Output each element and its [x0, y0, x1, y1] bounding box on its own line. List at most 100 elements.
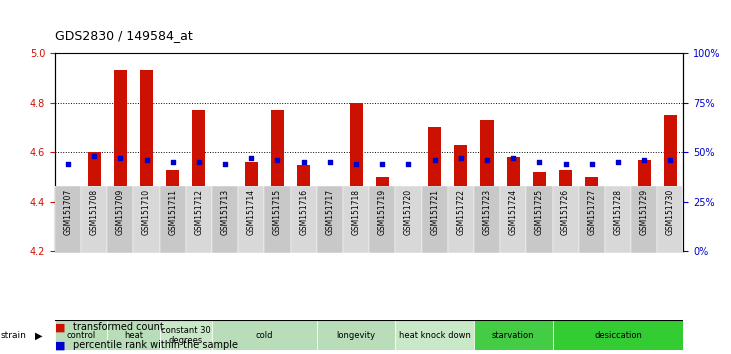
Text: GSM151714: GSM151714: [247, 189, 256, 235]
Point: [534, 159, 545, 165]
Bar: [500, 186, 526, 253]
Text: GSM151716: GSM151716: [299, 189, 308, 235]
Text: GSM151729: GSM151729: [640, 189, 648, 235]
Bar: [140, 70, 153, 251]
Text: transformed count: transformed count: [73, 322, 164, 332]
Point: [403, 161, 414, 167]
Bar: [480, 120, 493, 251]
Bar: [553, 320, 683, 350]
Point: [167, 159, 178, 165]
Text: longevity: longevity: [336, 331, 376, 340]
Bar: [133, 186, 159, 253]
Bar: [422, 186, 447, 253]
Bar: [323, 202, 336, 251]
Point: [612, 159, 624, 165]
Point: [481, 157, 493, 163]
Text: GSM151721: GSM151721: [430, 189, 439, 235]
Bar: [186, 186, 212, 253]
Bar: [166, 170, 179, 251]
Point: [193, 159, 205, 165]
Bar: [631, 186, 657, 253]
Bar: [245, 162, 258, 251]
Bar: [107, 320, 159, 350]
Text: GSM151720: GSM151720: [404, 189, 413, 235]
Bar: [192, 110, 205, 251]
Point: [298, 159, 309, 165]
Bar: [55, 320, 107, 350]
Text: ▶: ▶: [35, 330, 42, 341]
Text: GSM151715: GSM151715: [273, 189, 282, 235]
Text: GSM151710: GSM151710: [142, 189, 151, 235]
Point: [429, 157, 441, 163]
Bar: [526, 186, 553, 253]
Bar: [238, 186, 265, 253]
Point: [507, 155, 519, 161]
Bar: [395, 186, 422, 253]
Bar: [586, 177, 599, 251]
Text: cold: cold: [256, 331, 273, 340]
Bar: [212, 320, 317, 350]
Point: [115, 155, 126, 161]
Point: [219, 161, 231, 167]
Text: GDS2830 / 149584_at: GDS2830 / 149584_at: [55, 29, 192, 42]
Bar: [376, 177, 389, 251]
Text: percentile rank within the sample: percentile rank within the sample: [73, 340, 238, 350]
Point: [350, 161, 362, 167]
Text: GSM151725: GSM151725: [535, 189, 544, 235]
Bar: [290, 186, 317, 253]
Text: GSM151722: GSM151722: [456, 189, 466, 235]
Bar: [559, 170, 572, 251]
Point: [664, 157, 676, 163]
Bar: [657, 186, 683, 253]
Bar: [159, 186, 186, 253]
Bar: [271, 110, 284, 251]
Bar: [212, 186, 238, 253]
Bar: [395, 320, 474, 350]
Bar: [664, 115, 677, 251]
Point: [324, 159, 336, 165]
Text: starvation: starvation: [492, 331, 534, 340]
Text: GSM151719: GSM151719: [378, 189, 387, 235]
Text: GSM151723: GSM151723: [482, 189, 491, 235]
Point: [376, 161, 388, 167]
Point: [246, 155, 257, 161]
Text: GSM151712: GSM151712: [194, 189, 203, 235]
Bar: [454, 145, 467, 251]
Bar: [553, 186, 579, 253]
Bar: [61, 214, 75, 251]
Text: constant 30
degrees: constant 30 degrees: [161, 326, 211, 345]
Bar: [88, 152, 101, 251]
Text: ■: ■: [55, 322, 65, 332]
Bar: [159, 320, 212, 350]
Bar: [402, 194, 415, 251]
Bar: [219, 204, 232, 251]
Point: [560, 161, 572, 167]
Text: strain: strain: [1, 331, 26, 340]
Text: GSM151713: GSM151713: [221, 189, 230, 235]
Bar: [369, 186, 395, 253]
Text: GSM151707: GSM151707: [64, 189, 72, 235]
Text: desiccation: desiccation: [594, 331, 642, 340]
Text: heat: heat: [124, 331, 143, 340]
Bar: [447, 186, 474, 253]
Bar: [265, 186, 290, 253]
Point: [62, 161, 74, 167]
Text: GSM151717: GSM151717: [325, 189, 334, 235]
Bar: [55, 186, 81, 253]
Bar: [317, 320, 395, 350]
Text: GSM151718: GSM151718: [352, 189, 360, 235]
Bar: [317, 186, 343, 253]
Bar: [81, 186, 107, 253]
Bar: [605, 186, 631, 253]
Bar: [637, 160, 651, 251]
Point: [272, 157, 284, 163]
Text: GSM151709: GSM151709: [115, 189, 125, 235]
Text: GSM151728: GSM151728: [613, 189, 623, 235]
Text: ■: ■: [55, 340, 65, 350]
Bar: [474, 186, 500, 253]
Point: [586, 161, 598, 167]
Point: [638, 157, 650, 163]
Text: GSM151724: GSM151724: [509, 189, 518, 235]
Bar: [474, 320, 553, 350]
Point: [455, 155, 466, 161]
